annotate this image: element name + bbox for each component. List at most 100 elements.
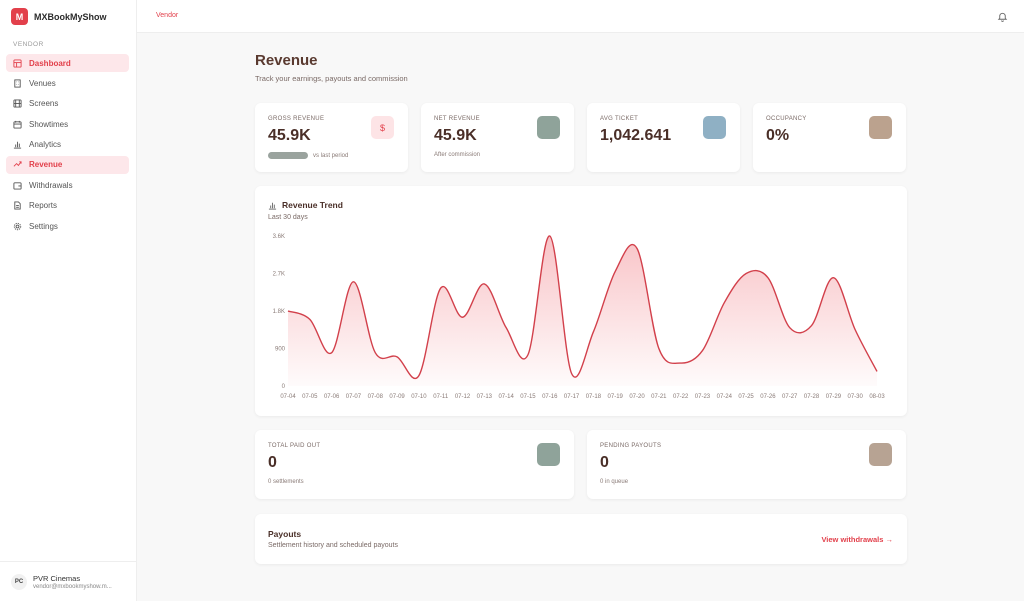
sidebar-item-showtimes[interactable]: Showtimes [6,115,129,133]
x-tick-label: 07-27 [782,394,798,400]
sidebar-item-reports[interactable]: Reports [6,197,129,215]
x-tick-label: 07-14 [498,394,514,400]
stat-note: After commission [434,152,481,158]
x-tick-label: 07-22 [673,394,689,400]
x-tick-label: 07-06 [324,394,340,400]
document-icon [13,201,22,210]
x-tick-label: 07-10 [411,394,427,400]
x-tick-label: 07-30 [848,394,864,400]
grid-icon [13,58,22,68]
sidebar-item-withdrawals[interactable]: Withdrawals [6,176,129,194]
sidebar-item-label: Screens [29,99,59,109]
stat-value: 0 [268,454,277,471]
x-tick-label: 07-18 [586,394,602,400]
stat-note: 0 settlements [268,479,304,485]
stat-card-gross-revenue: GROSS REVENUE 45.9K vs last period $ [255,103,408,172]
x-tick-label: 07-09 [389,394,405,400]
sidebar-item-dashboard[interactable]: Dashboard [6,54,129,72]
brand-name: MXBookMyShow [34,11,107,22]
sidebar-item-analytics[interactable]: Analytics [6,136,129,154]
sidebar-item-label: Analytics [29,140,62,150]
sidebar-item-revenue[interactable]: Revenue [6,155,129,174]
stat-value: 0% [766,127,790,144]
stat-card-net-revenue: NET REVENUE 45.9K After commission [421,103,574,172]
user-profile[interactable]: PC PVR Cinemas vendor@mxbookmyshow.m... [0,561,137,601]
x-tick-label: 07-20 [629,394,645,400]
x-tick-label: 07-19 [608,394,624,400]
gear-icon [13,222,22,231]
revenue-line [287,235,878,379]
stat-value: 45.9K [434,127,477,144]
clock-icon [869,443,892,466]
stat-value: 45.9K [268,127,311,144]
bar-chart-icon [13,140,22,149]
x-tick-label: 07-23 [695,394,711,400]
stat-card-occupancy: OCCUPANCY 0% [753,103,906,172]
y-tick-label: 900 [275,347,286,353]
trend-pill [268,152,308,159]
stat-card-total-paid-out: TOTAL PAID OUT 0 0 settlements [255,430,574,499]
x-tick-label: 07-25 [738,394,754,400]
x-tick-label: 07-12 [455,394,471,400]
x-tick-label: 07-16 [542,394,558,400]
chart-title-text: Revenue Trend [282,200,343,210]
breadcrumb[interactable]: Vendor [156,12,179,19]
y-tick-label: 1.8K [273,309,285,315]
x-tick-label: 07-17 [564,394,580,400]
percent-icon [869,116,892,139]
x-tick-label: 07-08 [368,394,384,400]
x-tick-label: 07-21 [651,394,667,400]
x-tick-label: 07-07 [346,394,362,400]
payouts-title: Payouts [268,529,302,539]
sidebar-item-settings[interactable]: Settings [6,217,129,235]
stat-card-pending-payouts: PENDING PAYOUTS 0 0 in queue [587,430,906,499]
stat-value: 0 [600,454,609,471]
bell-icon[interactable] [997,11,1008,22]
brand[interactable]: M MXBookMyShow [0,0,136,33]
stat-note: 0 in queue [600,479,629,485]
ticket-icon [703,116,726,139]
x-tick-label: 07-24 [717,394,733,400]
stat-card-avg-ticket: AVG TICKET 1,042.641 [587,103,740,172]
stat-label: GROSS REVENUE [268,116,325,122]
stat-label: NET REVENUE [434,116,480,122]
topbar: Vendor [137,0,1024,33]
page-title: Revenue [255,52,318,69]
user-name: PVR Cinemas [33,573,81,583]
payouts-subtitle: Settlement history and scheduled payouts [268,542,398,549]
sidebar-item-label: Venues [29,78,56,88]
sidebar-nav: Dashboard Venues Screens Showtimes Analy… [0,54,136,235]
film-icon [13,99,22,108]
page-subtitle: Track your earnings, payouts and commiss… [255,74,408,83]
y-tick-label: 0 [282,384,286,390]
wallet-icon [13,181,22,190]
y-tick-label: 3.6K [273,234,285,240]
revenue-trend-card: Revenue Trend Last 30 days 0 900 1.8K 2.7K 3… [255,186,907,416]
sidebar: M MXBookMyShow VENDOR Dashboard Venues S… [0,0,137,601]
stat-label: AVG TICKET [600,116,639,122]
x-tick-label: 07-13 [477,394,493,400]
payouts-card: Payouts Settlement history and scheduled… [255,514,907,564]
sidebar-item-label: Reports [29,201,58,211]
view-withdrawals-link[interactable]: View withdrawals → [821,535,893,544]
stat-label: PENDING PAYOUTS [600,443,662,449]
stat-label: OCCUPANCY [766,116,807,122]
bar-chart-icon [268,202,277,210]
calendar-icon [13,120,22,129]
x-tick-label: 07-04 [280,394,296,400]
user-email: vendor@mxbookmyshow.m... [33,583,112,590]
sidebar-item-label: Dashboard [29,58,71,68]
x-tick-label: 07-11 [433,394,449,400]
x-tick-label: 07-15 [520,394,536,400]
chart-title: Revenue Trend [268,200,343,210]
brand-logo: M [11,8,28,25]
stat-label: TOTAL PAID OUT [268,443,321,449]
building-icon [13,79,22,88]
sidebar-item-label: Withdrawals [29,180,73,190]
x-tick-label: 08-03 [869,394,885,400]
sidebar-item-venues[interactable]: Venues [6,74,129,92]
sidebar-item-screens[interactable]: Screens [6,95,129,113]
chart-subtitle: Last 30 days [268,214,308,221]
dollar-icon: $ [371,116,394,139]
revenue-trend-chart[interactable]: 0 900 1.8K 2.7K 3.6K 07-04 07-05 07-06 07-07 07-… [255,186,907,416]
